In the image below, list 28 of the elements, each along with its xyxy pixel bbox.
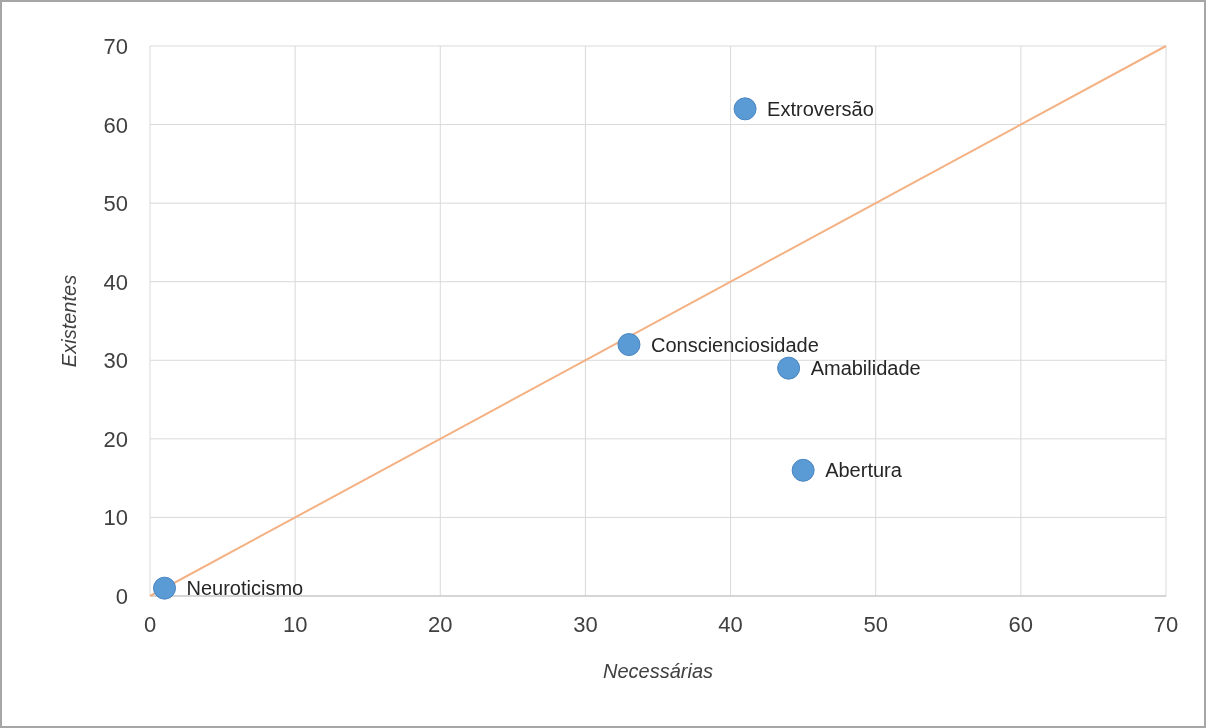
- y-axis-title: Existentes: [58, 274, 80, 368]
- y-tick-label: 10: [103, 505, 128, 531]
- x-tick-label: 40: [718, 612, 743, 637]
- x-tick-label: 70: [1153, 612, 1179, 637]
- x-tick-label: 30: [573, 612, 598, 637]
- y-tick-label: 60: [103, 112, 128, 138]
- y-tick-label: 20: [103, 426, 128, 452]
- x-axis-title: Necessárias: [602, 660, 714, 682]
- annotation: Amabilidade: [810, 357, 921, 380]
- y-tick-label: 0: [115, 584, 128, 609]
- y-tick-label: 70: [103, 34, 128, 59]
- x-tick-label: 50: [863, 612, 888, 637]
- point: [617, 333, 641, 357]
- annotation: Conscienciosidade: [650, 333, 819, 356]
- x-tick-label: 0: [143, 612, 157, 637]
- annotation: Neuroticismo: [186, 577, 304, 600]
- x-tick-label: 20: [428, 612, 453, 637]
- annotation: Abertura: [825, 459, 903, 482]
- point: [733, 97, 757, 121]
- point: [777, 356, 801, 380]
- x-tick-label: 10: [282, 612, 308, 637]
- y-tick-label: 30: [103, 348, 128, 374]
- point: [153, 576, 177, 600]
- x-tick-label: 60: [1008, 612, 1034, 637]
- y-tick-label: 50: [103, 191, 128, 217]
- y-tick-label: 40: [103, 269, 128, 295]
- point: [791, 458, 815, 482]
- annotation: Extroversão: [767, 97, 874, 120]
